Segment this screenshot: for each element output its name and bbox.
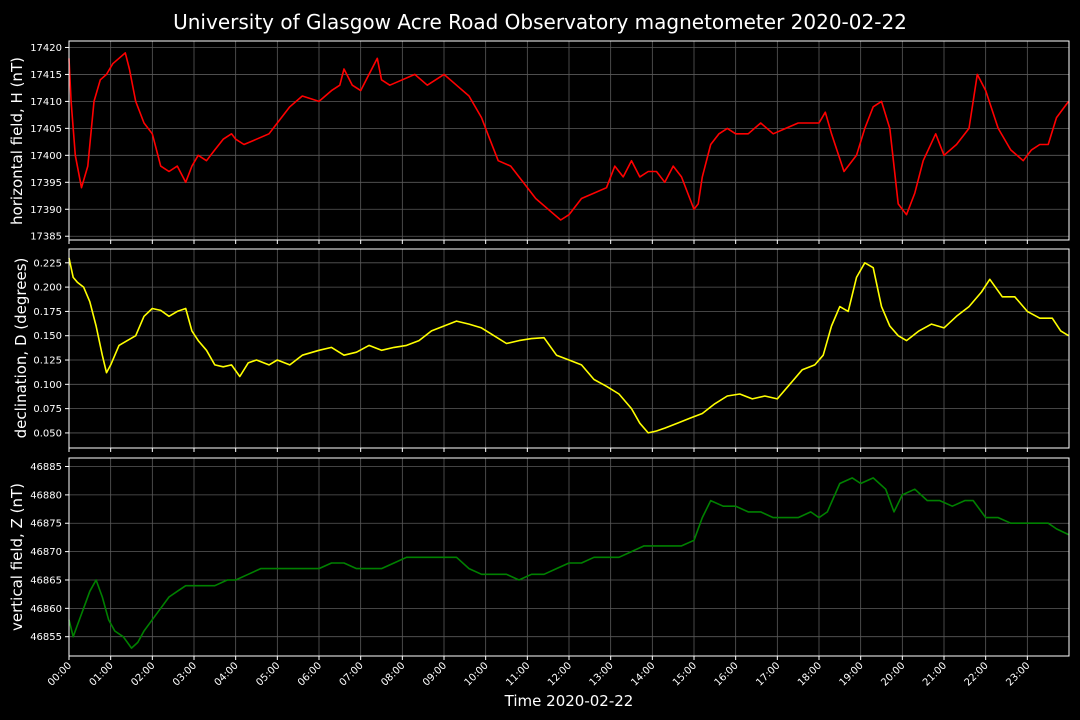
x-tick-label: 03:00 (171, 660, 199, 688)
x-tick-label: 02:00 (129, 660, 157, 688)
plot-frame-d (68, 248, 1070, 449)
x-tick-label: 13:00 (588, 660, 616, 688)
y-tick-label-d: 0.125 (33, 356, 62, 367)
series-line-h (68, 52, 1070, 221)
x-tick-label: 22:00 (963, 660, 991, 688)
y-tick-label-h: 17385 (30, 232, 62, 243)
x-axis-label: Time 2020-02-22 (504, 692, 634, 710)
series-line-d (68, 257, 1070, 434)
y-tick-label-d: 0.100 (33, 380, 62, 391)
y-axis-label-z: vertical field, Z (nT) (8, 483, 26, 631)
x-tick-label: 06:00 (296, 660, 324, 688)
y-tick-label-d: 0.200 (33, 283, 62, 294)
y-tick-label-z: 46860 (30, 604, 62, 615)
y-tick-label-z: 46885 (30, 462, 62, 473)
y-tick-label-d: 0.075 (33, 404, 62, 415)
series-line-z (68, 477, 1069, 649)
x-tick-label: 15:00 (671, 660, 699, 688)
x-tick-label: 09:00 (421, 660, 449, 688)
y-tick-label-h: 17410 (30, 97, 62, 108)
x-tick-label: 14:00 (629, 660, 657, 688)
x-tick-label: 07:00 (338, 660, 366, 688)
x-tick-label: 19:00 (838, 660, 866, 688)
y-tick-label-h: 17405 (30, 124, 62, 135)
y-axis-label-d: declination, D (degrees) (12, 258, 30, 439)
x-tick-label: 01:00 (88, 660, 116, 688)
x-tick-label: 08:00 (379, 660, 407, 688)
y-tick-label-z: 46865 (30, 575, 62, 586)
x-axis-ticks: 00:00 01:00 02:00 03:00 04:00 05:00 06:00 07:00… (46, 660, 1032, 688)
x-tick-label: 05:00 (254, 660, 282, 688)
y-tick-label-z: 46880 (30, 490, 62, 501)
x-tick-label: 16:00 (713, 660, 741, 688)
y-tick-label-h: 17415 (30, 70, 62, 81)
y-tick-label-z: 46870 (30, 547, 62, 558)
x-tick-label: 21:00 (921, 660, 949, 688)
y-tick-label-h: 17400 (30, 151, 62, 162)
x-tick-label: 12:00 (546, 660, 574, 688)
x-tick-label: 11:00 (504, 660, 532, 688)
panel-vertical-field: 46855 46860 46865 46870 46875 46880 46885 (30, 457, 1070, 660)
x-tick-label: 04:00 (213, 660, 241, 688)
y-tick-label-d: 0.050 (33, 428, 62, 439)
y-tick-label-h: 17395 (30, 178, 62, 189)
y-tick-label-d: 0.150 (33, 331, 62, 342)
x-tick-label: 00:00 (46, 660, 74, 688)
y-tick-label-z: 46855 (30, 632, 62, 643)
x-tick-label: 17:00 (754, 660, 782, 688)
y-tick-label-d: 0.175 (33, 307, 62, 318)
plot-frame-h (68, 40, 1070, 241)
panel-horizontal-field: 17385 17390 17395 17400 17405 17410 17415 17420 (30, 40, 1070, 244)
plot-frame-z (68, 457, 1070, 657)
panel-declination: 0.050 0.075 0.100 0.125 0.150 0.175 0.200 0.225 (33, 248, 1070, 452)
y-tick-label-h: 17390 (30, 205, 62, 216)
chart-title: University of Glasgow Acre Road Observat… (173, 10, 907, 34)
y-tick-label-h: 17420 (30, 43, 62, 54)
x-tick-label: 10:00 (463, 660, 491, 688)
y-tick-label-z: 46875 (30, 519, 62, 530)
y-axis-label-h: horizontal field, H (nT) (8, 57, 26, 225)
x-tick-label: 20:00 (879, 660, 907, 688)
x-tick-label: 23:00 (1004, 660, 1032, 688)
x-tick-label: 18:00 (796, 660, 824, 688)
y-tick-label-d: 0.225 (33, 258, 62, 269)
